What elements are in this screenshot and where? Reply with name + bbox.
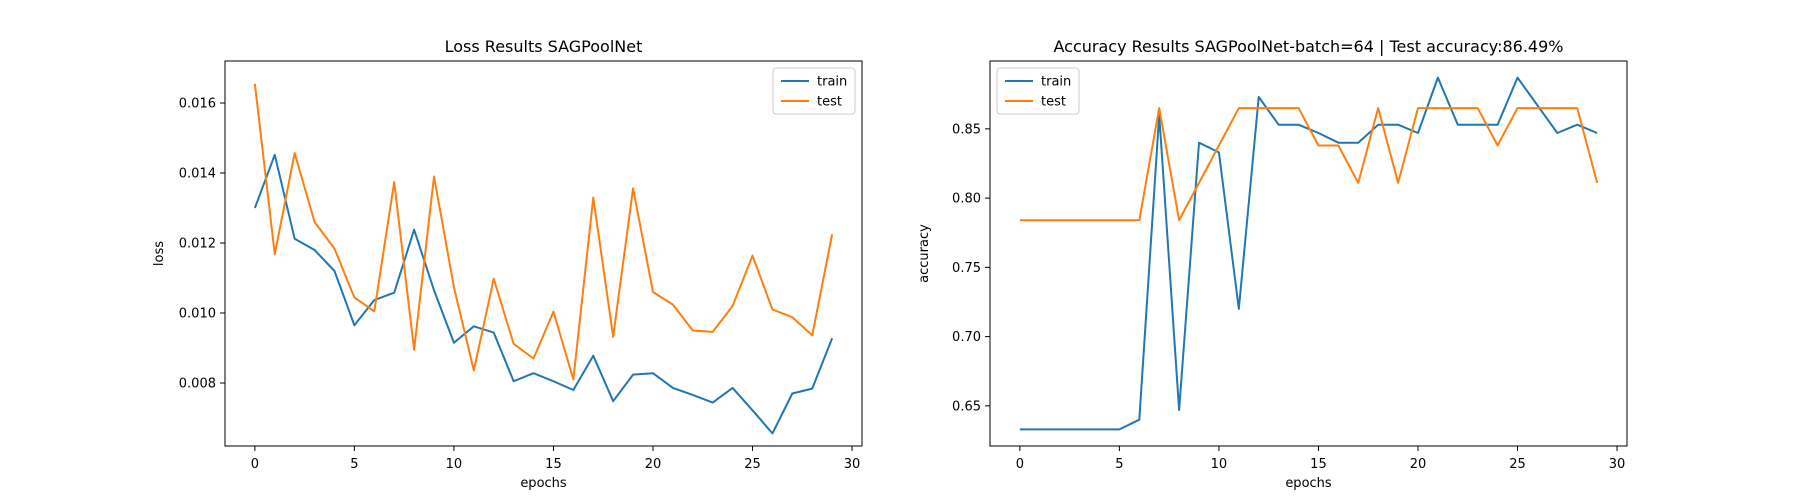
chart-2-xtick-label: 25 [1509,457,1526,472]
chart-2-ytick-label: 0.65 [952,399,981,414]
chart-1-xtick-label: 10 [446,457,463,472]
chart-2-xtick-label: 15 [1310,457,1327,472]
chart-1-ytick-label: 0.016 [179,97,216,112]
chart-1-xtick-label: 15 [545,457,562,472]
chart-2-legend-label-train: train [1041,75,1071,90]
chart-1: 0 5 10 15 20 25 30 0.008 0.010 0.012 0.014 0.016 Los… [152,37,863,491]
chart-2-ytick-label: 0.80 [952,192,981,207]
chart-2-legend-label-test: test [1041,95,1066,110]
chart-2-xtick-label: 0 [1016,457,1024,472]
chart-1-xtick-label: 20 [645,457,662,472]
chart-2-title: Accuracy Results SAGPoolNet-batch=64 | T… [1054,37,1564,56]
chart-2-legend: train test [996,67,1080,115]
chart-1-series-train [253,153,834,435]
chart-1-xtick-label: 30 [844,457,861,472]
chart-1-legend: train test [772,67,856,115]
chart-2-xtick-label: 30 [1609,457,1626,472]
chart-2-ytick-label: 0.85 [952,122,981,137]
chart-2-series-group [1019,76,1599,431]
chart-1-xtick-label: 0 [251,457,259,472]
chart-2-xtick-label: 5 [1115,457,1123,472]
chart-1-xtick-label: 5 [350,457,358,472]
chart-2-series-train [1019,76,1598,431]
chart-2-ytick-label: 0.70 [952,330,981,345]
chart-2-legend-box [996,67,1080,115]
chart-1-xlabel: epochs [520,476,567,491]
chart-1-xtick-label: 25 [744,457,761,472]
chart-1-title: Loss Results SAGPoolNet [445,37,643,56]
chart-2: 0 5 10 15 20 25 30 0.65 0.70 0.75 0.80 0.85 Accuracy… [917,37,1628,491]
chart-1-legend-label-train: train [817,75,847,90]
chart-2-ytick-label: 0.75 [952,261,981,276]
chart-1-ylabel: loss [152,241,167,266]
chart-1-ytick-label: 0.014 [179,167,216,182]
chart-1-ytick-label: 0.008 [179,377,216,392]
chart-1-axes-frame [224,60,863,447]
chart-1-ytick-label: 0.010 [179,307,216,322]
chart-1-legend-label-test: test [817,95,842,110]
chart-2-xtick-label: 10 [1211,457,1228,472]
chart-2-ylabel: accuracy [917,224,932,283]
chart-1-ytick-label: 0.012 [179,237,216,252]
chart-1-legend-box [772,67,856,115]
chart-2-xlabel: epochs [1285,476,1332,491]
chart-1-series-group [253,83,834,435]
chart-1-series-test [253,83,834,381]
chart-2-axes-frame [989,60,1628,447]
chart-2-series-test [1019,107,1599,222]
chart-2-xtick-label: 20 [1410,457,1427,472]
